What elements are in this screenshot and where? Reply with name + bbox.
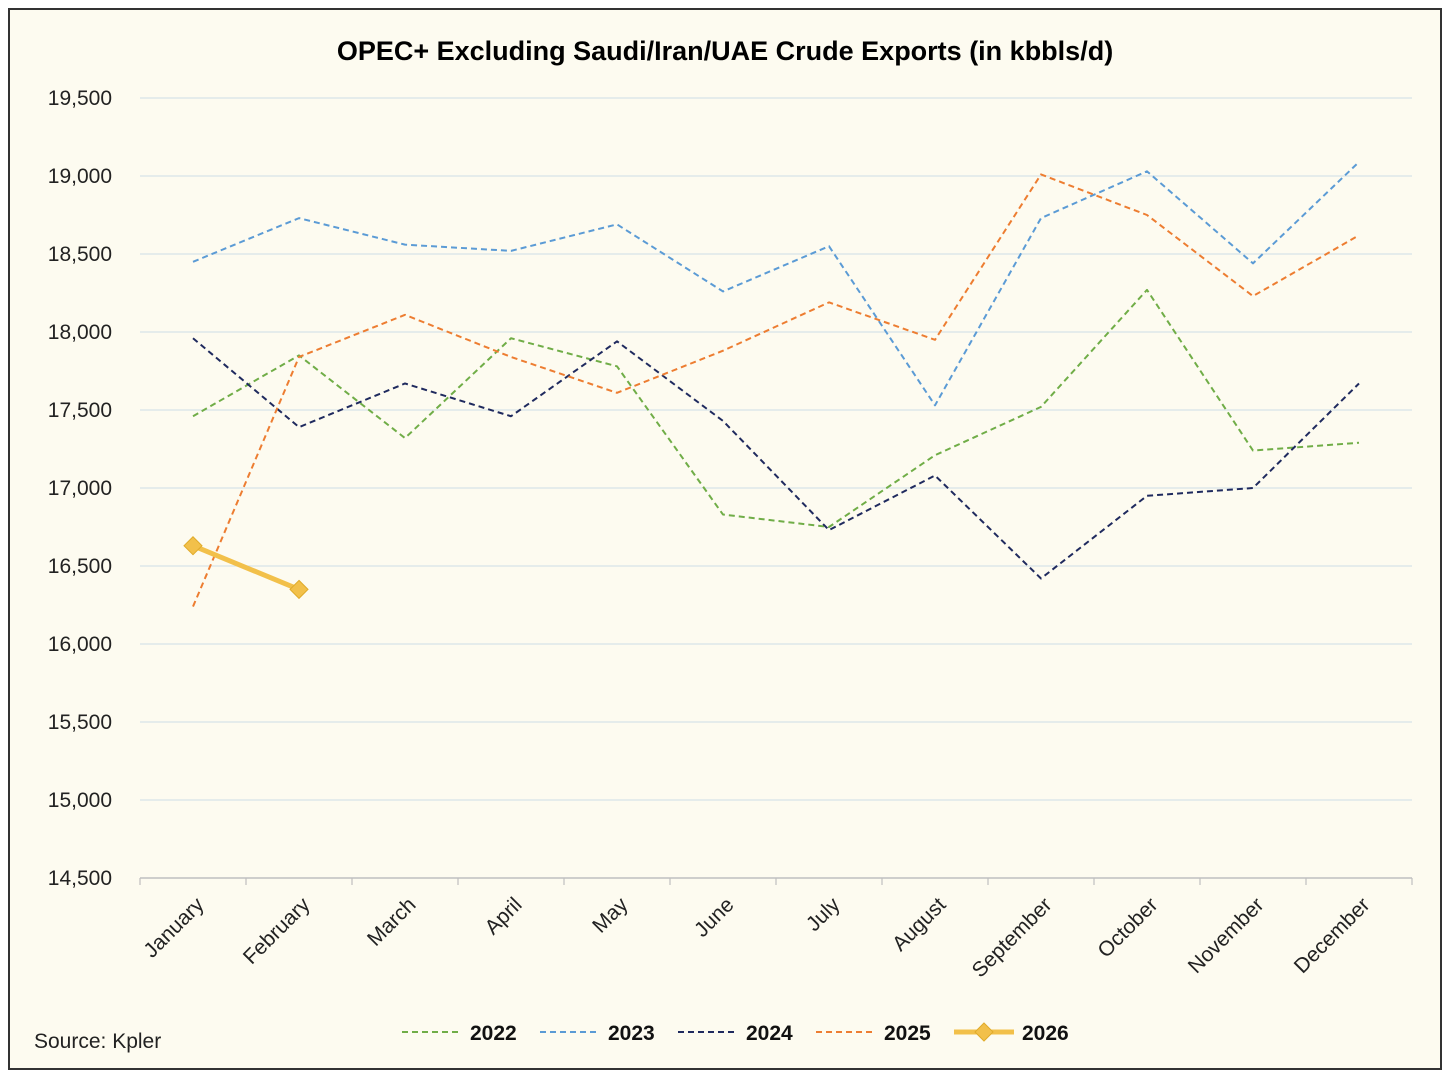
y-tick-label: 16,000: [48, 633, 112, 656]
line-chart: OPEC+ Excluding Saudi/Iran/UAE Crude Exp…: [34, 36, 1413, 1053]
y-tick-label: 16,500: [48, 555, 112, 578]
series-line-2023: [192, 161, 1360, 407]
x-tick-label: October: [1093, 893, 1162, 962]
data-point-2026: [289, 579, 309, 600]
legend-label-2026: 2026: [1022, 1022, 1069, 1045]
legend-label-2023: 2023: [608, 1022, 655, 1045]
x-tick-label: February: [239, 893, 315, 969]
legend-marker-2026: [974, 1022, 994, 1042]
x-tick-label: August: [888, 893, 951, 956]
x-tick-label: December: [1290, 893, 1375, 978]
x-tick-label: November: [1184, 893, 1269, 978]
x-tick-label: June: [690, 893, 738, 941]
series-line-2025: [192, 173, 1360, 607]
y-tick-label: 18,000: [48, 321, 112, 344]
chart-frame: OPEC+ Excluding Saudi/Iran/UAE Crude Exp…: [8, 8, 1442, 1070]
gridlines: [140, 97, 1412, 879]
x-axis: January February March April May June July Augu…: [139, 878, 1413, 982]
x-tick-label: July: [802, 893, 845, 936]
y-tick-label: 17,500: [48, 399, 112, 422]
series-line-2024: [192, 337, 1360, 580]
y-axis-ticks: 19,500 19,000 18,500 18,000 17,500 17,000 16,5…: [48, 87, 112, 890]
x-tick-label: April: [481, 893, 527, 939]
x-tick-label: September: [968, 893, 1057, 982]
chart-title: OPEC+ Excluding Saudi/Iran/UAE Crude Exp…: [337, 36, 1113, 66]
legend-label-2022: 2022: [470, 1022, 517, 1045]
x-tick-label: March: [363, 893, 421, 951]
legend-label-2024: 2024: [746, 1022, 793, 1045]
y-tick-label: 15,500: [48, 711, 112, 734]
x-tick-label: May: [588, 893, 633, 938]
source-note: Source: Kpler: [34, 1030, 161, 1053]
y-tick-label: 15,000: [48, 789, 112, 812]
data-point-2026: [183, 536, 203, 556]
x-tick-label: January: [139, 893, 208, 962]
series-lines: [183, 161, 1360, 607]
y-tick-label: 19,000: [48, 165, 112, 188]
y-tick-label: 17,000: [48, 477, 112, 500]
y-tick-label: 14,500: [48, 867, 112, 890]
series-line-2026: [192, 543, 300, 592]
legend-label-2025: 2025: [884, 1022, 931, 1045]
series-line-2022: [192, 288, 1360, 528]
y-tick-label: 19,500: [48, 87, 112, 110]
y-tick-label: 18,500: [48, 243, 112, 266]
legend: 2022 2023 2024 2025 2026: [402, 1022, 1069, 1045]
